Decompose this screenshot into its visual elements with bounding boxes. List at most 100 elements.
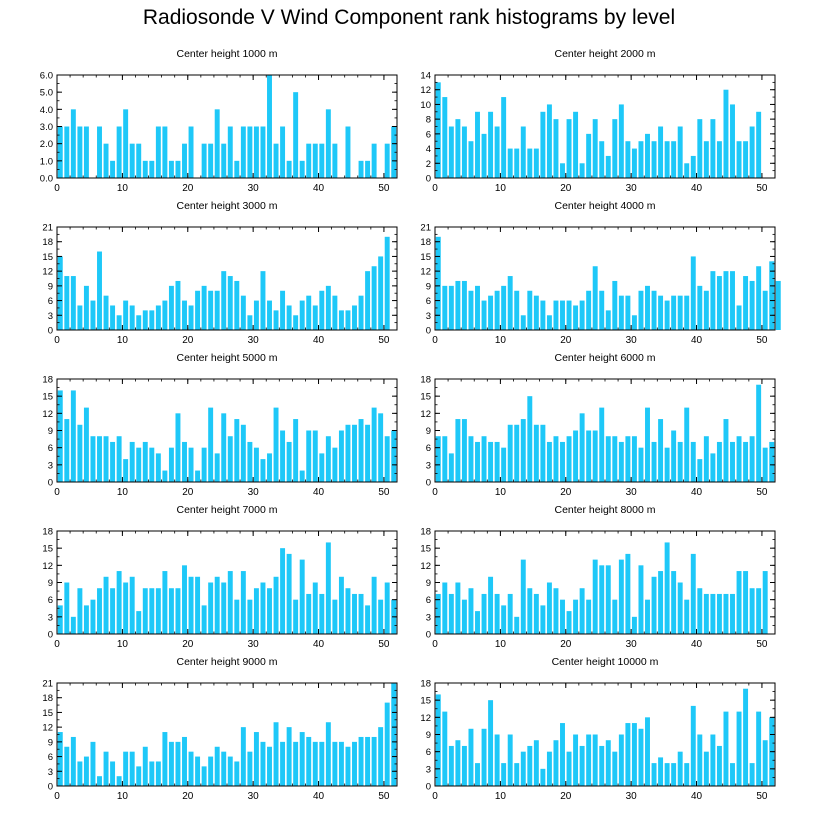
histogram-bar bbox=[149, 761, 155, 786]
histogram-bar bbox=[533, 740, 539, 786]
histogram-bar bbox=[481, 300, 487, 330]
histogram-bar bbox=[378, 413, 384, 482]
y-tick-label: 6 bbox=[426, 443, 431, 454]
histogram-bar bbox=[325, 542, 331, 634]
x-tick-label: 40 bbox=[313, 487, 325, 498]
panel-title: Center height 1000 m bbox=[177, 48, 278, 60]
histogram-bar bbox=[338, 576, 344, 634]
histogram-bar bbox=[267, 746, 272, 786]
y-tick-label: 9 bbox=[426, 578, 431, 589]
histogram-bar bbox=[260, 126, 266, 178]
y-tick-label: 0 bbox=[48, 326, 53, 337]
y-tick-label: 3 bbox=[426, 764, 431, 775]
y-tick-label: 6.0 bbox=[40, 71, 53, 82]
histogram-bar bbox=[293, 419, 299, 482]
histogram-bar bbox=[573, 430, 579, 482]
histogram-bar bbox=[671, 763, 677, 786]
histogram-bar bbox=[697, 459, 703, 482]
histogram-bar bbox=[560, 163, 565, 178]
histogram-bar bbox=[97, 776, 102, 786]
histogram-bar bbox=[533, 148, 539, 178]
histogram-bar bbox=[501, 285, 507, 330]
histogram-bar bbox=[710, 271, 716, 330]
histogram-bar bbox=[110, 761, 116, 786]
histogram-bar bbox=[756, 111, 762, 178]
histogram-bar bbox=[560, 300, 565, 330]
histogram-bar bbox=[306, 736, 312, 786]
histogram-bar bbox=[142, 588, 148, 634]
histogram-bar bbox=[371, 576, 377, 634]
y-tick-label: 6 bbox=[426, 595, 431, 606]
y-tick-label: 12 bbox=[420, 409, 431, 420]
histogram-bar bbox=[332, 599, 338, 634]
y-tick-label: 15 bbox=[420, 696, 431, 707]
histogram-bar bbox=[234, 419, 240, 482]
histogram-bar bbox=[442, 711, 448, 786]
histogram-bar bbox=[553, 119, 559, 178]
histogram-bar bbox=[658, 571, 664, 634]
x-tick-label: 40 bbox=[313, 639, 325, 650]
histogram-bar bbox=[618, 734, 624, 786]
histogram-bar bbox=[546, 582, 552, 634]
histogram-bar bbox=[566, 436, 572, 482]
x-tick-label: 0 bbox=[54, 183, 60, 194]
histogram-bar bbox=[468, 588, 474, 634]
histogram-panel: Center height 7000 m 0 10 20 30 40 50 0 3 6 9 12 15 1… bbox=[42, 504, 398, 650]
y-tick-label: 3 bbox=[48, 311, 53, 322]
histogram-bar bbox=[253, 588, 259, 634]
y-tick-label: 9 bbox=[48, 426, 53, 437]
y-tick-label: 9 bbox=[426, 281, 431, 292]
histogram-bar bbox=[273, 576, 279, 634]
histogram-bar bbox=[267, 453, 272, 482]
histogram-bar bbox=[338, 430, 344, 482]
x-tick-label: 30 bbox=[248, 487, 260, 498]
histogram-bar bbox=[762, 571, 768, 634]
histogram-bar bbox=[546, 441, 552, 482]
histogram-bar bbox=[319, 143, 325, 178]
x-tick-label: 50 bbox=[756, 791, 768, 802]
histogram-bar bbox=[736, 436, 742, 482]
histogram-bar bbox=[710, 734, 716, 786]
histogram-bar bbox=[83, 756, 89, 786]
histogram-bar bbox=[129, 305, 135, 330]
histogram-bar bbox=[638, 290, 644, 330]
histogram-bar bbox=[579, 300, 585, 330]
y-tick-label: 5.0 bbox=[40, 88, 53, 99]
histogram-bar bbox=[129, 143, 135, 178]
histogram-bar bbox=[90, 300, 96, 330]
y-tick-label: 12 bbox=[420, 85, 431, 96]
histogram-bar bbox=[481, 133, 487, 178]
histogram-bar bbox=[448, 453, 454, 482]
histogram-bar bbox=[260, 271, 266, 330]
histogram-bar bbox=[645, 285, 650, 330]
x-tick-label: 20 bbox=[560, 487, 572, 498]
histogram-bar bbox=[358, 160, 364, 178]
histogram-bar bbox=[612, 599, 618, 634]
histogram-bar bbox=[299, 559, 305, 634]
y-tick-label: 6 bbox=[426, 296, 431, 307]
histogram-bar bbox=[612, 436, 618, 482]
histogram-bar bbox=[756, 266, 762, 330]
histogram-bar bbox=[358, 593, 364, 634]
panel-title: Center height 9000 m bbox=[177, 656, 278, 668]
x-tick-label: 40 bbox=[313, 791, 325, 802]
histogram-bar bbox=[455, 582, 461, 634]
x-tick-label: 10 bbox=[117, 639, 129, 650]
histogram-panel: Center height 5000 m 0 10 20 30 40 50 0 3 6 9 12 15 1… bbox=[42, 352, 398, 498]
histogram-bar bbox=[168, 588, 174, 634]
x-tick-label: 20 bbox=[560, 791, 572, 802]
histogram-bar bbox=[280, 430, 286, 482]
x-tick-label: 30 bbox=[626, 183, 638, 194]
histogram-bar bbox=[507, 734, 513, 786]
y-tick-label: 0 bbox=[48, 630, 53, 641]
histogram-bar bbox=[358, 736, 364, 786]
histogram-bar bbox=[527, 588, 533, 634]
histogram-bar bbox=[253, 732, 259, 786]
histogram-bar bbox=[671, 141, 677, 178]
histogram-bar bbox=[260, 459, 266, 482]
histogram-bar bbox=[162, 732, 168, 786]
histogram-bar bbox=[57, 605, 63, 634]
histogram-bar bbox=[90, 599, 96, 634]
histogram-bar bbox=[481, 593, 487, 634]
histogram-bar bbox=[736, 305, 742, 330]
